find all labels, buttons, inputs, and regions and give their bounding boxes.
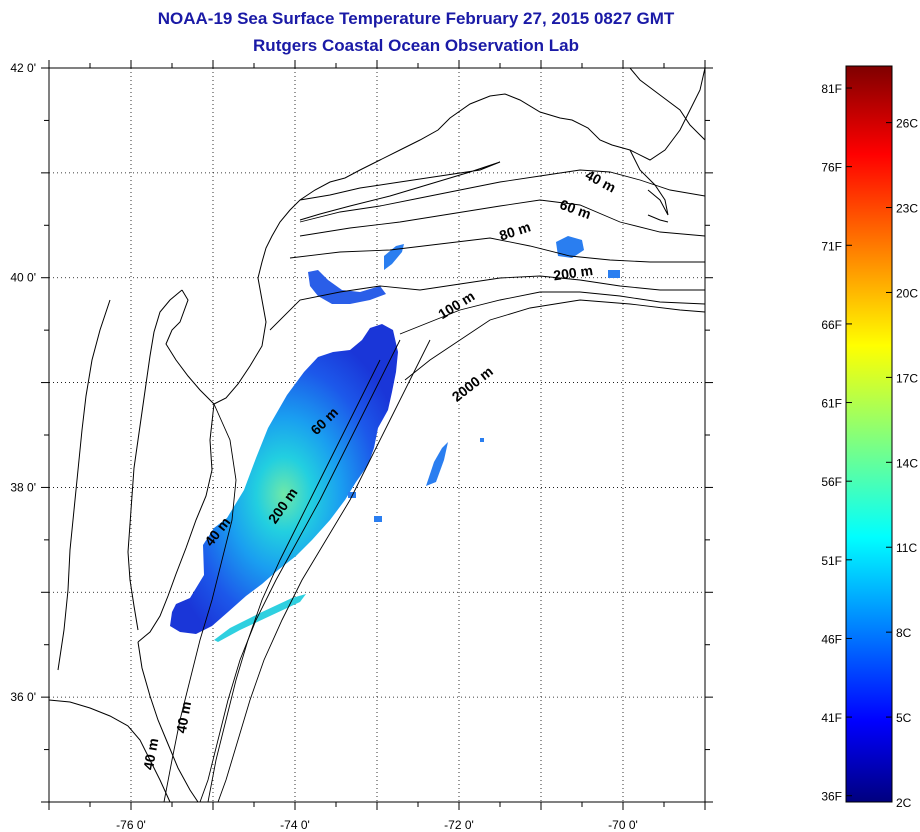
colorbar-label-f: 36F — [821, 790, 842, 804]
map-frame — [48, 67, 706, 803]
contour-shelf-2000m-south — [217, 339, 431, 802]
coastline-gulf-of-maine — [629, 68, 705, 141]
y-tick-label: 42 0' — [10, 61, 36, 75]
coastline-new-england — [257, 68, 705, 279]
y-tick-label: 38 0' — [10, 480, 36, 494]
colorbar-label-c: 26C — [896, 117, 918, 131]
colorbar-label-c: 11C — [896, 541, 917, 555]
sst-patch-8 — [480, 438, 484, 442]
sst-patch-ny-bight — [308, 270, 386, 304]
coastline-virginia-nc — [137, 641, 199, 802]
colorbar-label-f: 76F — [821, 161, 842, 175]
coastline-delaware-bay — [165, 289, 215, 405]
coastline-chesapeake — [127, 289, 183, 631]
contour-shelf-40m-south — [163, 403, 237, 802]
sst-patch-5 — [426, 442, 448, 486]
bathymetry-contours — [163, 169, 705, 802]
y-tick-label: 40 0' — [10, 271, 36, 285]
coastline-chesapeake-west — [57, 299, 111, 671]
contour-label: 200 m — [552, 262, 594, 283]
colorbar-label-f: 71F — [821, 239, 842, 253]
colorbar-label-c: 5C — [896, 711, 912, 725]
contour-shelf-mid — [207, 359, 381, 802]
contour-label: 40 m — [140, 737, 161, 771]
coastline-cape-cod — [629, 149, 669, 216]
colorbar-label-f: 61F — [821, 397, 842, 411]
contour-100m — [269, 275, 705, 331]
title-line-1: NOAA-19 Sea Surface Temperature February… — [157, 9, 675, 28]
contour-shelf-200m-south — [199, 339, 401, 802]
sst-streak — [214, 594, 306, 642]
contour-label: 40 m — [173, 700, 194, 734]
sst-patch-7 — [374, 516, 382, 522]
colorbar-label-f: 41F — [821, 711, 842, 725]
colorbar-label-c: 20C — [896, 286, 918, 300]
sst-patch-2 — [384, 244, 404, 270]
sst-patch-3 — [556, 236, 584, 258]
contour-200m — [399, 291, 705, 335]
colorbar-label-f: 51F — [821, 554, 842, 568]
coastline — [49, 68, 705, 802]
coastline-delmarva — [137, 403, 215, 643]
sst-patch-4 — [608, 270, 620, 278]
coastline-nantucket — [647, 214, 669, 223]
map-axes: -76 0' -74 0' -72 0' -70 0' 42 0' 40 0' 38 0' 3… — [10, 60, 713, 832]
colorbar-label-c: 8C — [896, 626, 912, 640]
colorbar-label-f: 56F — [821, 475, 842, 489]
colorbar-gradient — [845, 65, 893, 803]
title-line-2: Rutgers Coastal Ocean Observation Lab — [253, 36, 579, 55]
contour-2000m — [404, 299, 705, 381]
y-tick-label: 36 0' — [10, 690, 36, 704]
x-tick-label: -70 0' — [608, 818, 638, 832]
x-tick-label: -76 0' — [116, 818, 146, 832]
colorbar-label-f: 81F — [821, 82, 842, 96]
x-tick-label: -72 0' — [444, 818, 474, 832]
contour-60m — [299, 199, 705, 237]
sst-swath — [170, 236, 620, 642]
coastline-long-island — [299, 161, 501, 221]
sst-main-patch — [170, 324, 398, 634]
colorbar-label-c: 2C — [896, 796, 912, 810]
colorbar-ticks: 26C 23C 20C 17C 14C 11C 8C 5C 2C 81F 76F 71F 66F 61F 5… — [821, 82, 918, 810]
colorbar-label-c: 14C — [896, 456, 918, 470]
contour-80m — [289, 237, 705, 263]
colorbar-label-f: 66F — [821, 318, 842, 332]
colorbar-label-c: 17C — [896, 371, 918, 385]
contour-40m — [299, 169, 705, 223]
coastline-pamlico — [49, 699, 171, 802]
coastline-new-jersey — [213, 277, 267, 405]
colorbar: 26C 23C 20C 17C 14C 11C 8C 5C 2C 81F 76F 71F 66F 61F 5… — [821, 65, 918, 810]
colorbar-label-c: 23C — [896, 202, 918, 216]
x-tick-label: -74 0' — [280, 818, 310, 832]
colorbar-label-f: 46F — [821, 632, 842, 646]
